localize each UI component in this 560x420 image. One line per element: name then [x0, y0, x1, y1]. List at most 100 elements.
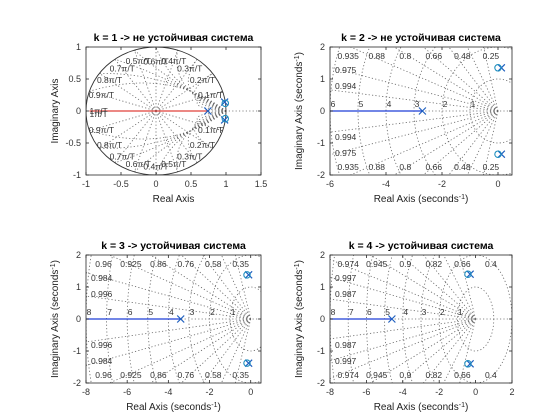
zero-marker [221, 99, 230, 108]
z-freq-label: 0.3π/T [177, 64, 202, 74]
freq-label: 5 [148, 307, 153, 317]
z-freq-label: 0.1π/T [198, 90, 223, 100]
freq-label: 3 [190, 307, 195, 317]
s-grid-damping-ray [349, 47, 499, 112]
z-grid-curve [89, 110, 227, 140]
freq-label: 1 [458, 307, 463, 317]
s-grid-damping-ray [399, 318, 476, 383]
damping-label: 0.974 [338, 259, 360, 269]
chart-title: k = 3 -> устойчивая система [101, 240, 246, 252]
damping-label: 0.35 [232, 259, 249, 269]
y-tick-label: 1 [320, 282, 325, 292]
x-tick-label: -6 [123, 387, 131, 397]
x-tick-label: 2 [509, 387, 514, 397]
s-grid-damping-ray [399, 255, 476, 320]
s-grid-damping-ray [422, 318, 476, 383]
damping-label: 0.86 [150, 370, 167, 380]
z-grid-curve [114, 58, 227, 112]
x-tick-label: -0.5 [113, 179, 129, 189]
z-grid-curve [114, 110, 227, 164]
damping-label: 0.984 [91, 356, 113, 366]
s-grid-damping-ray [108, 255, 251, 320]
x-tick-label: -6 [326, 179, 334, 189]
x-tick-label: 1.5 [255, 179, 268, 189]
damping-label: 0.48 [454, 51, 471, 61]
damping-label: 0.66 [454, 370, 471, 380]
x-axis-label: Real Axis (seconds-1) [126, 402, 221, 414]
s-grid-damping-ray [330, 110, 499, 156]
damping-label: 0.76 [178, 370, 195, 380]
y-tick-label: 0 [320, 106, 325, 116]
damping-label: 0.4 [485, 370, 497, 380]
damping-label: 0.925 [120, 370, 142, 380]
z-grid-ray [89, 110, 157, 132]
z-freq-label: 1π/T [90, 106, 108, 116]
y-tick-label: 0 [76, 106, 81, 116]
x-axis-label-exponent: -1 [459, 402, 465, 409]
damping-label: 0.997 [335, 356, 357, 366]
x-axis-label: Real Axis [153, 194, 195, 205]
z-freq-label: 0.5π/T [126, 56, 151, 66]
damping-label: 0.996 [91, 340, 113, 350]
zero-marker [494, 150, 502, 158]
y-tick-label: 1 [76, 282, 81, 292]
damping-label: 0.974 [338, 370, 360, 380]
z-grid-ray [114, 58, 157, 112]
y-tick-label: 2 [320, 250, 325, 260]
x-tick-label: -1 [82, 179, 90, 189]
damping-label: 0.945 [366, 370, 388, 380]
x-tick-label: -4 [399, 387, 407, 397]
freq-label: 7 [349, 307, 354, 317]
y-axis-label-close: ) [50, 260, 61, 263]
z-freq-label: 0.6π/T [126, 159, 151, 169]
y-axis-label-exponent: -1 [294, 55, 301, 61]
y-axis-label-exponent: -1 [294, 263, 301, 269]
y-tick-label: -1 [73, 346, 81, 356]
subplot-4: 0.974 0.974 0.945 0.945 0.9 0.9 0.82 0.82 0.66 0.… [294, 240, 515, 413]
y-tick-label: 2 [320, 42, 325, 52]
z-grid-ray [155, 110, 223, 132]
damping-label: 0.58 [205, 370, 222, 380]
x-axis-label-close: ) [217, 402, 220, 413]
freq-label: 6 [128, 307, 133, 317]
pole-marker [203, 107, 212, 115]
damping-label: 0.35 [232, 370, 249, 380]
z-freq-label: 0.9π/T [89, 125, 114, 135]
zero-marker [221, 114, 230, 123]
damping-label: 0.25 [483, 162, 500, 172]
x-tick-label: 0 [153, 179, 158, 189]
x-tick-label: -8 [82, 387, 90, 397]
pole-marker [244, 270, 253, 279]
z-grid-ray [155, 110, 198, 164]
y-axis-label-close: ) [294, 52, 305, 55]
z-grid-ray [89, 90, 157, 112]
x-tick-label: -2 [206, 387, 214, 397]
damping-label: 0.987 [335, 289, 357, 299]
z-grid-curve [176, 110, 227, 172]
x-axis-label-exponent: -1 [211, 402, 217, 409]
damping-label: 0.994 [335, 132, 357, 142]
y-tick-label: -2 [317, 378, 325, 388]
damping-label: 0.86 [150, 259, 167, 269]
z-freq-label: 0.1π/T [198, 125, 223, 135]
z-freq-label: 0.4π/T [161, 56, 186, 66]
subplot-1: 0.6π/T0.5π/T 0.4π/T0.7π/T 0.3π/T0.8π/T 0.2π… [50, 32, 267, 205]
zero-marker [464, 360, 472, 368]
zero-marker [494, 64, 502, 72]
freq-label: 8 [87, 307, 92, 317]
x-tick-label: -4 [382, 179, 390, 189]
damping-label: 0.996 [91, 289, 113, 299]
y-axis-label-exponent: -1 [50, 263, 57, 269]
freq-label: 3 [415, 99, 420, 109]
unit-circle [86, 47, 227, 175]
y-tick-label: -2 [317, 170, 325, 180]
pole-marker [244, 359, 253, 368]
freq-label: 5 [385, 307, 390, 317]
chart-title: k = 1 -> не устойчивая система [94, 32, 254, 44]
freq-label: 2 [440, 307, 445, 317]
z-freq-label: 0.2π/T [190, 75, 215, 85]
y-axis-label: Imaginary Axis (seconds-1) [50, 260, 62, 378]
z-freq-label: 0.7π/T [110, 151, 135, 161]
plot-area [330, 255, 512, 383]
z-grid-curve [187, 110, 227, 164]
